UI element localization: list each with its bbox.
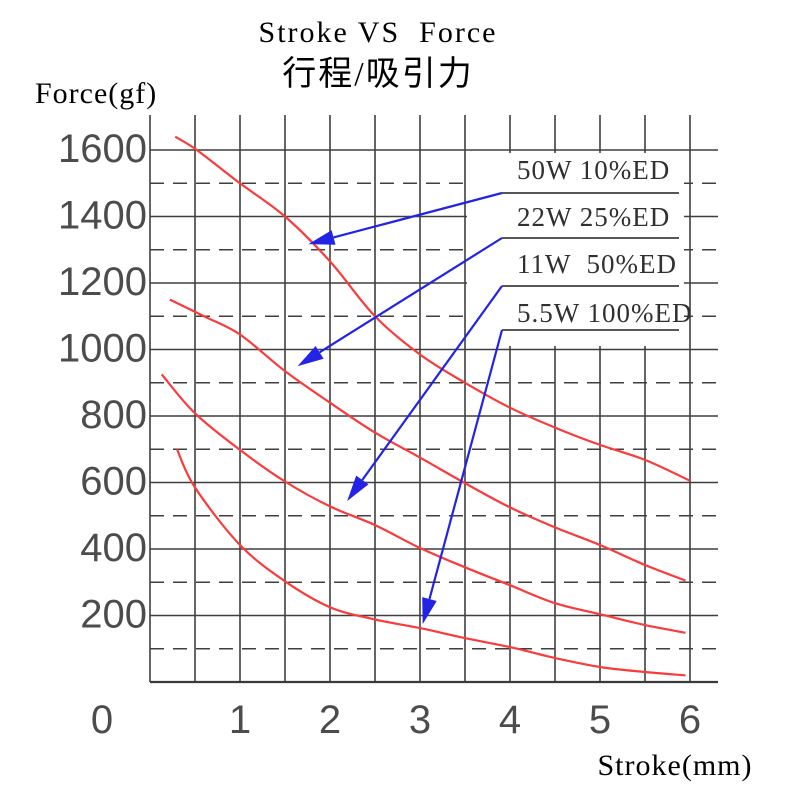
y-tick-label: 1000 — [58, 327, 147, 371]
x-tick-label: 1 — [229, 698, 251, 742]
x-tick-label: 0 — [91, 698, 113, 742]
chart-subtitle: 行程/吸引力 — [282, 55, 473, 93]
x-tick-label: 5 — [589, 698, 611, 742]
y-tick-label: 200 — [80, 593, 147, 637]
leader-arrowhead — [308, 230, 336, 245]
x-tick-label: 2 — [319, 698, 341, 742]
y-tick-label: 1400 — [58, 194, 147, 238]
legend-box — [467, 153, 684, 346]
leader-line — [333, 191, 503, 239]
leader-arrows — [297, 191, 504, 625]
legend-label: 22W 25%ED — [517, 202, 670, 232]
leader-line — [428, 329, 504, 600]
chart-title: Stroke VS Force — [259, 16, 498, 49]
y-tick-label: 800 — [80, 393, 147, 437]
axis-tick-labels: 200 400 600 800 1000 1200 1400 1600 0 1 2 3 4 5 6 — [58, 127, 701, 742]
curve-series-3 — [175, 448, 686, 677]
y-tick-label: 600 — [80, 460, 147, 504]
x-tick-label: 4 — [499, 698, 521, 742]
legend: 50W 10%ED 22W 25%ED 11W 50%ED 5.5W 100%ED — [467, 153, 692, 346]
leader-line — [361, 285, 503, 481]
leader-arrowhead — [297, 346, 324, 367]
leader-line — [319, 237, 503, 354]
x-tick-label: 6 — [679, 698, 701, 742]
curve-series-2 — [160, 373, 686, 634]
force-curves — [160, 135, 691, 677]
curve-series-0 — [174, 135, 691, 482]
leader-arrowhead — [347, 475, 369, 502]
legend-label: 50W 10%ED — [517, 155, 670, 185]
y-axis-label: Force(gf) — [35, 77, 157, 110]
legend-label: 5.5W 100%ED — [517, 298, 692, 328]
y-tick-label: 1600 — [58, 127, 147, 171]
y-tick-label: 400 — [80, 526, 147, 570]
y-tick-label: 1200 — [58, 260, 147, 304]
x-tick-label: 3 — [409, 698, 431, 742]
leader-arrowhead — [422, 597, 437, 625]
curve-series-1 — [169, 298, 686, 582]
legend-label: 11W 50%ED — [517, 249, 677, 279]
x-axis-label: Stroke(mm) — [598, 749, 753, 782]
